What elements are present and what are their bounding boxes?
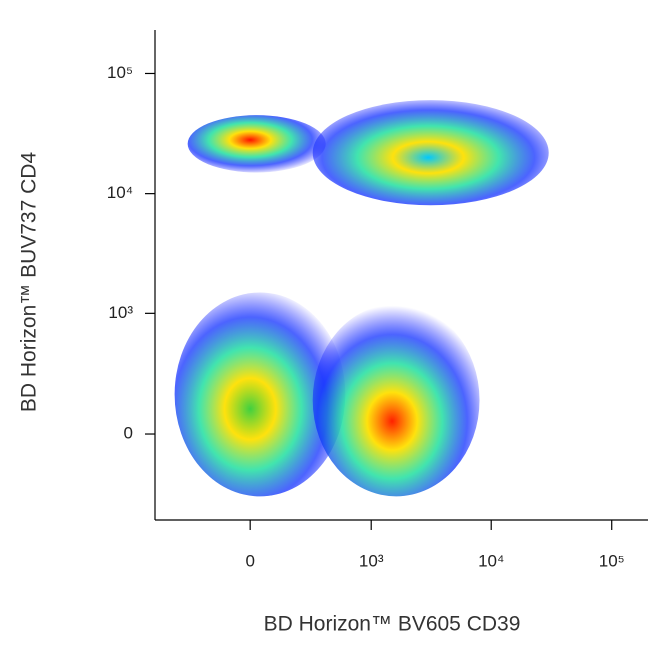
population-density	[174, 292, 346, 497]
y-tick-label: 10⁴	[107, 183, 133, 202]
y-tick-label: 10⁵	[107, 63, 133, 82]
x-axis-title: BD Horizon™ BV605 CD39	[264, 613, 521, 636]
y-tick-label: 10³	[108, 303, 133, 322]
x-tick-label: 10⁵	[599, 551, 625, 570]
population-density	[312, 303, 480, 497]
population-density	[187, 115, 326, 173]
y-axis-title: BD Horizon™ BUV737 CD4	[18, 152, 41, 413]
x-tick-label: 10⁴	[478, 551, 504, 570]
population-density	[312, 100, 549, 206]
y-tick-label: 0	[124, 424, 133, 443]
x-tick-label: 10³	[359, 551, 384, 570]
x-tick-label: 0	[245, 551, 254, 570]
